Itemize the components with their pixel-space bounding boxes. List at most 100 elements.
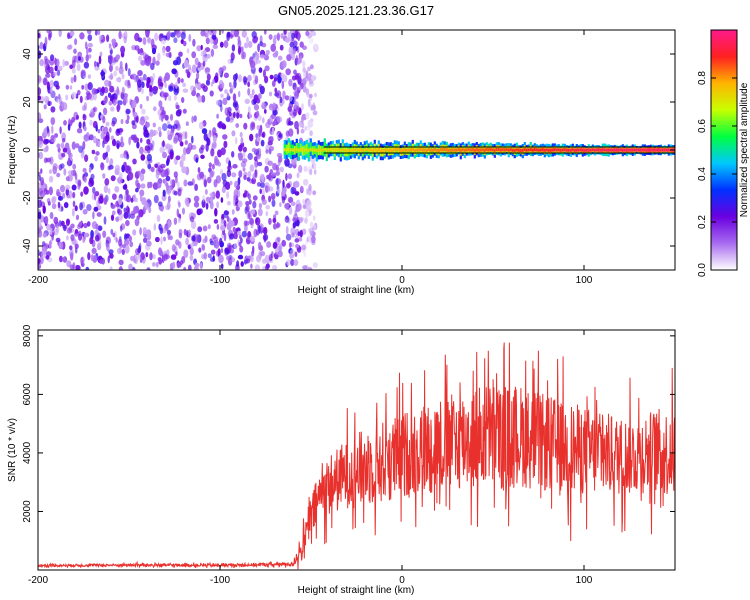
spectrogram-noise-cell bbox=[39, 59, 45, 67]
spectrogram-noise-cell bbox=[193, 195, 200, 202]
spectrogram-noise-cell bbox=[125, 108, 131, 115]
spectrogram-noise-cell bbox=[171, 68, 177, 75]
spectrogram-noise-cell bbox=[290, 201, 296, 207]
spectrogram-ridge-core bbox=[643, 148, 646, 152]
spectrogram-noise-cell bbox=[113, 70, 118, 77]
spectrogram-noise-cell bbox=[204, 47, 211, 53]
spectrogram-ridge-core bbox=[475, 148, 478, 152]
colorbar-frame bbox=[710, 29, 738, 271]
spectrogram-noise-cell bbox=[157, 126, 162, 132]
spectrogram-noise-cell bbox=[187, 64, 192, 71]
spectrogram-ridge-core bbox=[421, 148, 424, 152]
spectrogram-noise-cell bbox=[51, 203, 57, 210]
spectrogram-ridge-core bbox=[543, 148, 546, 152]
spectrogram-noise-cell bbox=[237, 177, 241, 186]
spectrogram-noise-cell bbox=[167, 231, 171, 241]
spectrogram-ridge-core bbox=[399, 149, 402, 153]
spectrogram-noise-cell bbox=[259, 54, 265, 59]
spectrogram-noise-cell bbox=[290, 258, 295, 267]
spectrogram-ridge-core bbox=[529, 148, 532, 152]
spectrogram-noise-cell bbox=[158, 247, 162, 256]
spectrogram-noise-cell bbox=[149, 91, 154, 97]
spectrogram-noise-cell bbox=[109, 85, 115, 93]
spectrogram-noise-cell bbox=[209, 197, 214, 204]
spectrogram-noise-cell bbox=[108, 100, 113, 106]
spectrogram-noise-cell bbox=[43, 104, 47, 110]
spectrogram-noise-cell bbox=[307, 234, 311, 243]
spectrogram-noise-cell bbox=[123, 154, 127, 159]
spectrogram-noise-cell bbox=[115, 77, 122, 83]
spectrogram-noise-cell bbox=[38, 140, 43, 149]
spectrogram-noise-cell bbox=[157, 201, 163, 207]
spectrogram-noise-cell bbox=[252, 195, 258, 201]
spectrogram-noise-cell bbox=[222, 97, 228, 106]
spectrogram-noise-cell bbox=[293, 40, 298, 47]
spectrogram-noise-cell bbox=[161, 194, 167, 202]
spectrogram-noise-cell bbox=[58, 220, 62, 227]
spectrogram-noise-cell bbox=[284, 215, 290, 223]
spectrogram-noise-cell bbox=[109, 253, 114, 259]
spectrogram-noise-cell bbox=[204, 235, 208, 243]
spectrogram-noise-cell bbox=[97, 30, 101, 36]
spectrogram-noise-cell bbox=[130, 197, 134, 203]
spectrogram-noise-cell bbox=[191, 115, 194, 124]
spectrogram-noise-cell bbox=[260, 251, 266, 257]
spectrogram-ridge-core bbox=[393, 148, 396, 152]
spectrogram-ridge-core bbox=[597, 148, 600, 152]
spectrogram-noise-cell bbox=[245, 204, 250, 212]
spectrogram-noise-cell bbox=[215, 100, 221, 106]
spectrogram-ridge-mid bbox=[315, 147, 318, 158]
spectrogram-noise-cell bbox=[274, 87, 278, 93]
spectrogram-noise-cell bbox=[231, 130, 236, 137]
spectrogram-noise-cell bbox=[82, 141, 86, 150]
spectrogram-noise-cell bbox=[221, 82, 225, 89]
spectrogram-ridge-core bbox=[531, 148, 534, 152]
spectrogram-noise-cell bbox=[174, 94, 177, 101]
spectrogram-noise-cell bbox=[189, 254, 194, 261]
spectrogram-noise-cell bbox=[182, 108, 187, 114]
spectrogram-noise-cell bbox=[106, 34, 110, 43]
spectrogram-noise-cell bbox=[56, 98, 59, 104]
spectrogram-noise-cell bbox=[103, 107, 108, 116]
spectrogram-noise-cell bbox=[134, 218, 140, 227]
spectrogram-noise-cell bbox=[253, 104, 260, 111]
spectrogram-noise-cell bbox=[60, 206, 64, 212]
spectrogram-noise-cell bbox=[287, 121, 294, 126]
spectrogram-noise-cell bbox=[129, 241, 134, 248]
spectrogram-noise-cell bbox=[298, 164, 303, 174]
spectrogram-noise-cell bbox=[251, 147, 257, 153]
spectrogram-noise-cell bbox=[165, 175, 171, 182]
spectrogram-noise-cell bbox=[135, 179, 139, 187]
spectrogram-noise-cell bbox=[208, 162, 212, 168]
x-tick-label: -100 bbox=[210, 575, 230, 586]
spectrogram-noise-cell bbox=[204, 67, 210, 75]
spectrogram-noise-cell bbox=[218, 254, 224, 264]
spectrogram-noise-cell bbox=[259, 188, 263, 195]
spectrogram-noise-cell bbox=[125, 62, 128, 72]
spectrogram-noise-cell bbox=[203, 133, 208, 142]
spectrogram-ridge-core bbox=[377, 147, 380, 152]
spectrogram-x-label: Height of straight line (km) bbox=[298, 285, 415, 296]
spectrogram-noise-cell bbox=[165, 159, 169, 166]
spectrogram-noise-cell bbox=[200, 30, 206, 37]
spectrogram-noise-cell bbox=[89, 119, 93, 126]
spectrogram-noise-cell bbox=[181, 97, 185, 103]
spectrogram-noise-cell bbox=[108, 187, 111, 195]
spectrogram-noise-cell bbox=[185, 121, 189, 126]
spectrogram-noise-cell bbox=[232, 93, 237, 102]
spectrogram-noise-cell bbox=[77, 181, 81, 190]
spectrogram-noise-cell bbox=[78, 121, 82, 129]
spectrogram-noise-cell bbox=[202, 55, 208, 63]
spectrogram-noise-cell bbox=[173, 137, 178, 144]
spectrogram-noise-cell bbox=[219, 41, 224, 48]
spectrogram-ridge-core bbox=[467, 148, 470, 152]
spectrogram-noise-cell bbox=[277, 55, 283, 61]
spectrogram-noise-cell bbox=[136, 141, 140, 149]
spectrogram-noise-cell bbox=[125, 194, 132, 203]
spectrogram-ridge-core bbox=[369, 148, 372, 152]
spectrogram-noise-cell bbox=[100, 131, 105, 140]
spectrogram-noise-cell bbox=[69, 248, 74, 258]
spectrogram-noise-cell bbox=[307, 187, 312, 196]
spectrogram-noise-cell bbox=[112, 232, 116, 238]
